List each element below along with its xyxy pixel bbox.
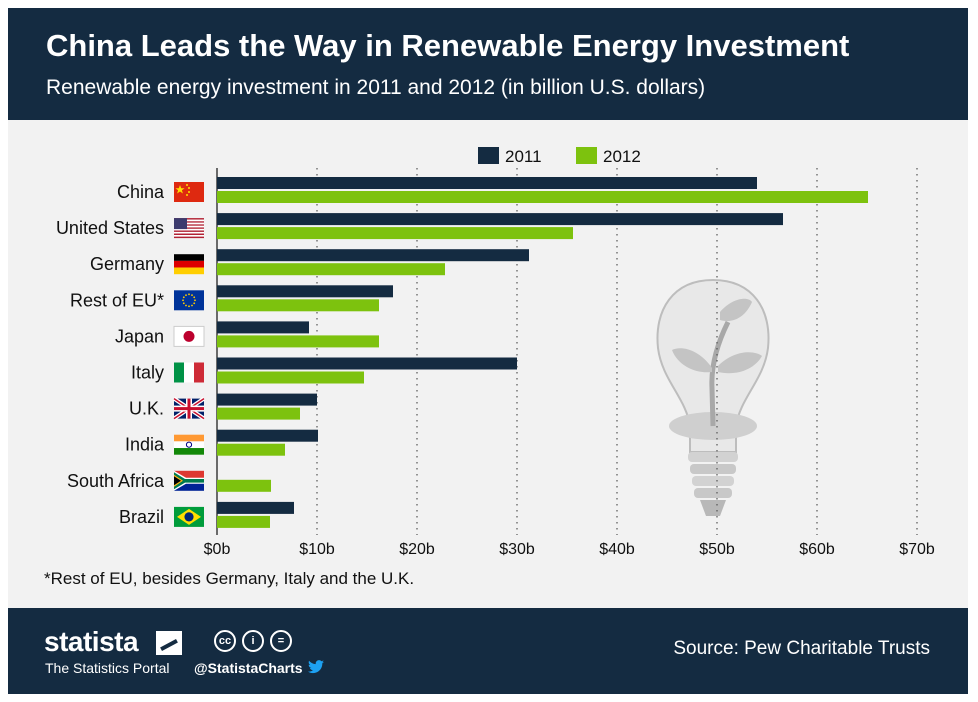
bar-2011 [217,177,757,189]
legend-swatch [576,147,597,164]
category-label: Germany [90,254,164,274]
x-tick-label: $20b [399,541,435,558]
legend-swatch [478,147,499,164]
bar-2012 [217,480,271,492]
flag-icon [174,363,204,383]
x-tick-label: $30b [499,541,535,558]
category-label: Rest of EU* [70,290,164,310]
bar-2012 [217,408,300,420]
x-tick-label: $60b [799,541,835,558]
category-label: Japan [115,326,164,346]
bar-2012 [217,263,445,275]
category-label: U.K. [129,399,164,419]
x-tick-label: $70b [899,541,935,558]
bar-2012 [217,335,379,347]
flag-icon [174,218,204,238]
bar-2012 [217,227,573,239]
flag-icon [174,326,204,346]
x-tick-label: $10b [299,541,335,558]
flag-icon [174,435,204,455]
bar-2011 [217,213,783,225]
category-label: Italy [131,363,164,383]
bar-2011 [217,394,317,406]
category-label: China [117,182,165,202]
bar-2011 [217,430,318,442]
bar-chart: $0b $10b $20b $30b $40b $50b $60b $70b 2011 2012 C… [0,0,978,702]
bar-2012 [217,516,270,528]
bar-2012 [217,372,364,384]
flag-icon [174,507,204,527]
bar-2011 [217,249,529,261]
category-label: South Africa [67,471,165,491]
bar-2012 [217,444,285,456]
bar-2011 [217,502,294,514]
bar-2012 [217,191,868,203]
bar-2012 [217,299,379,311]
flag-icon [174,399,204,419]
flag-icon [174,290,204,310]
flag-icon [174,471,204,491]
legend-label: 2011 [505,147,542,166]
category-label: United States [56,218,164,238]
x-tick-label: $0b [204,541,231,558]
legend-label: 2012 [603,147,641,166]
category-label: Brazil [119,507,164,527]
flag-icon [174,254,204,274]
x-tick-label: $50b [699,541,735,558]
flag-icon [174,182,204,202]
bar-2011 [217,358,517,370]
bar-2011 [217,321,309,333]
x-tick-label: $40b [599,541,635,558]
category-label: India [125,435,165,455]
bar-2011 [217,285,393,297]
